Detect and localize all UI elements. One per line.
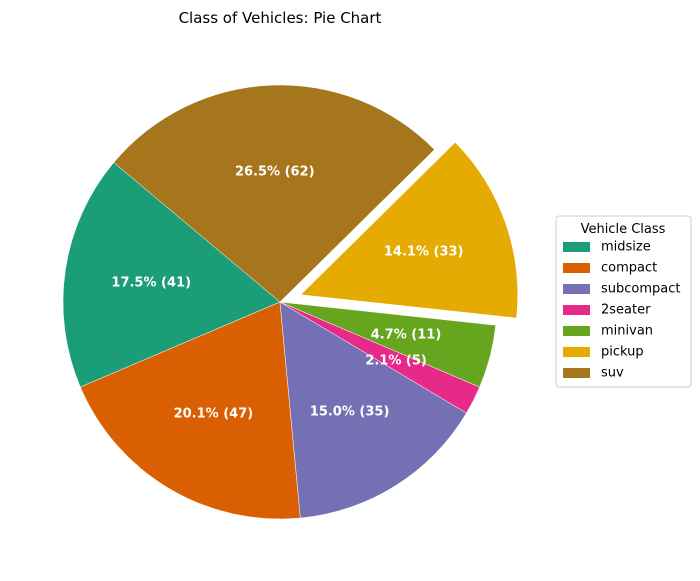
- legend-swatch-midsize: [563, 242, 590, 252]
- pie-slice-labels: 17.5% (41) 20.1% (47) 15.0% (35) 2.1% (5) 4.…: [111, 164, 463, 421]
- pie-slice-pickup: [300, 141, 519, 319]
- legend: Vehicle Class midsize compact subcompact 2s…: [555, 215, 692, 388]
- slice-label-minivan: 4.7% (11): [371, 327, 442, 342]
- pie-slice-compact: [80, 301, 301, 520]
- legend-label-suv: suv: [601, 366, 624, 381]
- legend-label-pickup: pickup: [601, 345, 644, 360]
- slice-label-suv: 26.5% (62): [235, 164, 315, 179]
- legend-swatch-minivan: [563, 326, 590, 336]
- legend-swatch-suv: [563, 368, 590, 378]
- legend-swatch-2seater: [563, 305, 590, 315]
- pie-slices: [62, 84, 519, 520]
- pie-slice-minivan: [279, 301, 497, 388]
- slice-label-compact: 20.1% (47): [174, 406, 254, 421]
- legend-label-compact: compact: [601, 261, 657, 276]
- pie-slice-midsize: [62, 162, 281, 388]
- slice-label-subcompact: 15.0% (35): [310, 405, 390, 420]
- legend-box: [555, 215, 692, 388]
- legend-label-midsize: midsize: [601, 240, 651, 255]
- pie-slice-subcompact: [279, 301, 467, 519]
- legend-label-subcompact: subcompact: [601, 282, 681, 297]
- legend-swatch-pickup: [563, 347, 590, 357]
- legend-swatch-compact: [563, 263, 590, 273]
- legend-title: Vehicle Class: [581, 222, 666, 237]
- legend-items: midsize compact subcompact 2seater minivan pi…: [563, 240, 681, 381]
- slice-label-midsize: 17.5% (41): [111, 275, 191, 290]
- chart-title: Class of Vehicles: Pie Chart: [179, 9, 382, 27]
- legend-label-minivan: minivan: [601, 324, 653, 339]
- legend-label-2seater: 2seater: [601, 303, 651, 318]
- pie-slice-suv: [113, 84, 435, 303]
- slice-label-pickup: 14.1% (33): [384, 244, 464, 259]
- legend-swatch-subcompact: [563, 284, 590, 294]
- slice-label-2seater: 2.1% (5): [365, 353, 427, 368]
